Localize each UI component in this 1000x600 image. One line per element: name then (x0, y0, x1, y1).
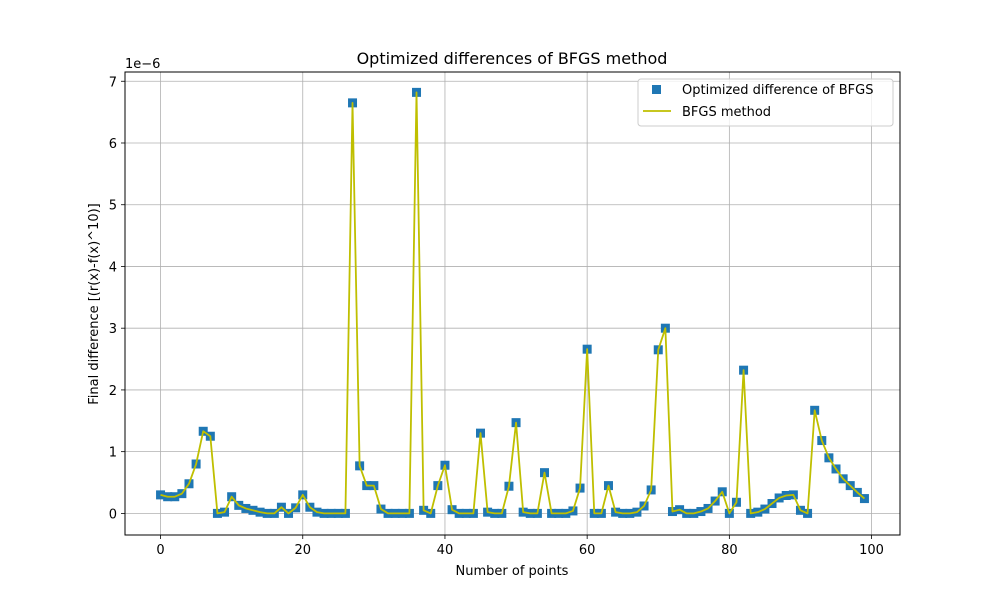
legend-box (637, 78, 894, 127)
y-tick-label: 2 (109, 384, 117, 399)
y-tick-label: 6 (109, 137, 117, 152)
x-tick-label: 60 (579, 543, 596, 558)
x-tick-label: 80 (721, 543, 738, 558)
y-tick-label: 7 (109, 75, 117, 90)
legend-label-line: BFGS method (682, 105, 771, 120)
x-axis-ticks: 0 20 40 60 80 100 (156, 535, 884, 558)
y-axis-label: Final difference [(r(x)-f(x)^10)] (87, 203, 102, 405)
x-tick-label: 100 (859, 543, 884, 558)
y-tick-label: 3 (109, 322, 117, 337)
y-tick-label: 4 (109, 260, 117, 275)
y-axis-ticks: 0 1 2 3 4 5 6 7 (109, 75, 125, 522)
bfgs-line-series (160, 91, 866, 515)
y-tick-label: 0 (109, 507, 117, 522)
chart-title: Optimized differences of BFGS method (357, 49, 668, 68)
legend-label-markers: Optimized difference of BFGS (682, 83, 873, 98)
x-axis-label: Number of points (456, 564, 569, 579)
x-tick-label: 20 (294, 543, 311, 558)
y-tick-label: 5 (109, 199, 117, 214)
legend: Optimized difference of BFGS BFGS method (637, 78, 894, 127)
x-tick-label: 0 (156, 543, 164, 558)
plot-frame (124, 71, 901, 536)
grid-lines (125, 72, 900, 535)
y-tick-label: 1 (109, 446, 117, 461)
y-axis-offset-text: 1e−6 (125, 57, 160, 72)
legend-square-marker-icon (652, 85, 661, 94)
bfgs-line (160, 91, 866, 515)
x-tick-label: 40 (437, 543, 454, 558)
